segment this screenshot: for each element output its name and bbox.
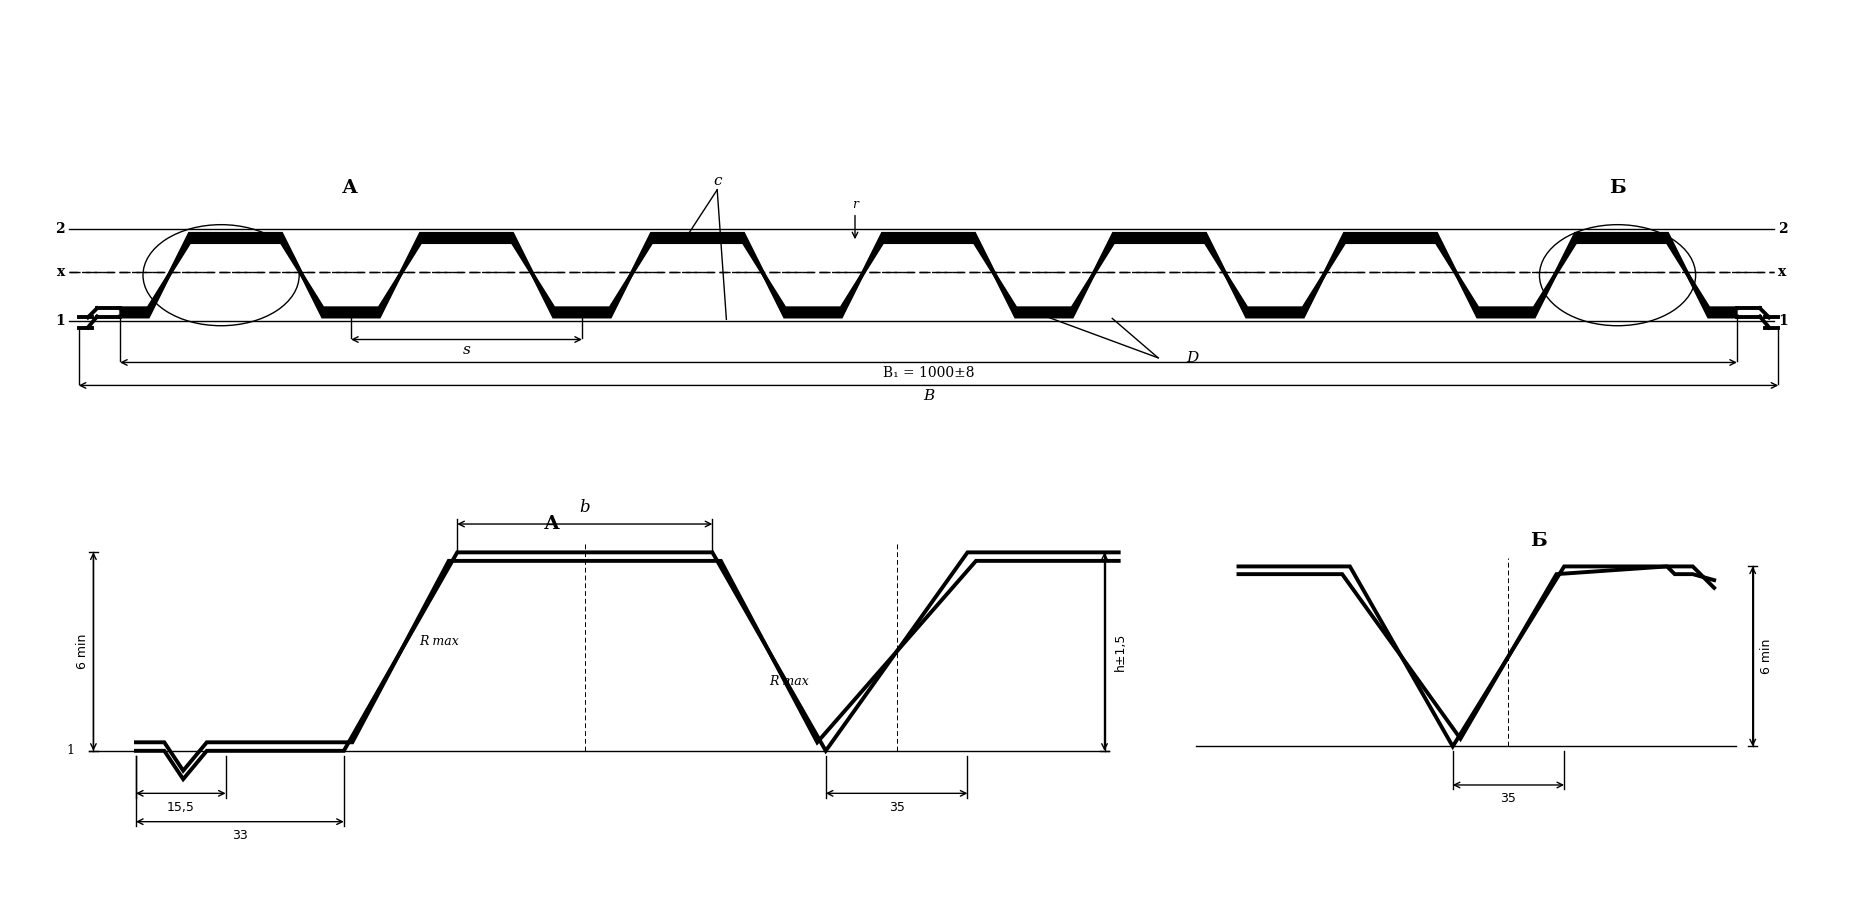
Text: Б: Б [1610, 179, 1627, 198]
Text: h±1,5: h±1,5 [1114, 632, 1127, 671]
Text: 1: 1 [67, 744, 74, 758]
Text: 1: 1 [56, 314, 65, 328]
Text: R max: R max [769, 675, 810, 688]
Text: 2: 2 [56, 222, 65, 236]
Text: А: А [342, 179, 358, 198]
Text: А: А [544, 514, 559, 532]
Text: 33: 33 [232, 829, 247, 842]
Text: 6 min: 6 min [1760, 639, 1773, 674]
Text: B₁ = 1000±8: B₁ = 1000±8 [882, 366, 975, 380]
Text: 35: 35 [1500, 792, 1517, 805]
Text: 2: 2 [1779, 222, 1788, 236]
Text: 15,5: 15,5 [167, 801, 195, 814]
Text: x: x [58, 265, 65, 280]
Text: b: b [579, 500, 591, 517]
Text: 1: 1 [1779, 314, 1788, 328]
Text: 6 min: 6 min [76, 634, 89, 669]
Text: D: D [1187, 351, 1198, 365]
Text: s: s [462, 343, 470, 357]
Text: 35: 35 [890, 801, 904, 814]
Text: R max: R max [420, 635, 459, 649]
Text: r: r [852, 198, 858, 211]
Text: Б: Б [1530, 532, 1547, 550]
Text: c: c [713, 174, 721, 188]
Text: B: B [923, 389, 934, 403]
Polygon shape [121, 234, 1736, 317]
Text: x: x [1779, 265, 1786, 280]
